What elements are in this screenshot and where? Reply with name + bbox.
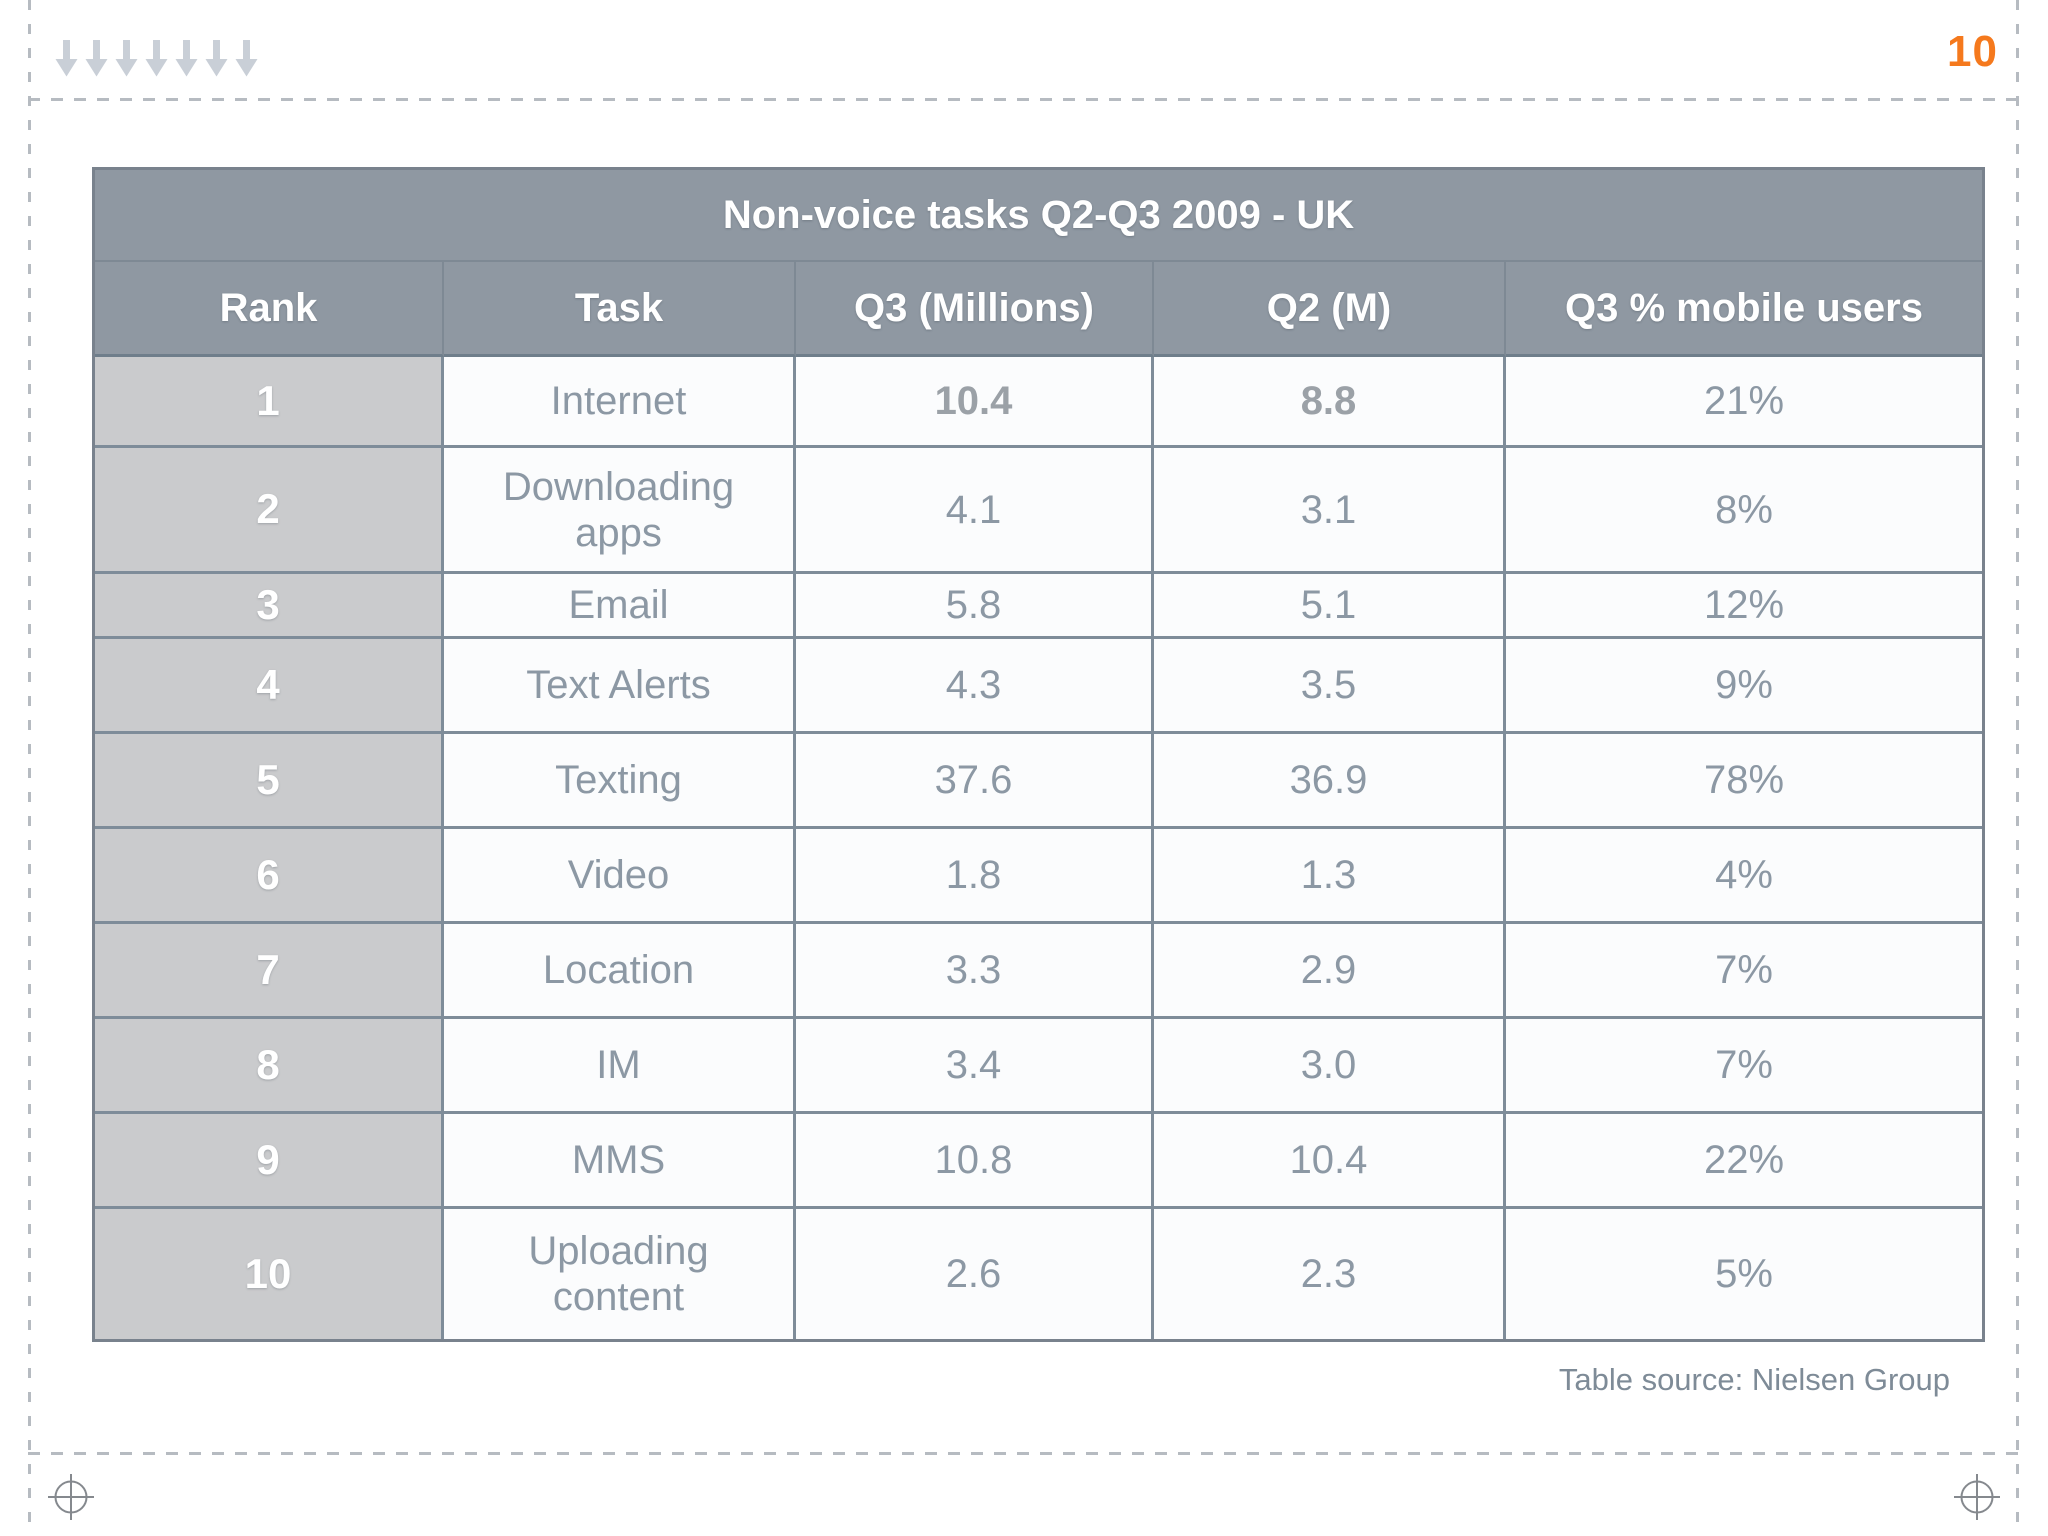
q3-cell: 4.1 [796, 448, 1154, 574]
down-arrow-icon [85, 40, 108, 77]
task-cell: MMS [444, 1114, 796, 1209]
q3-cell: 37.6 [796, 734, 1154, 829]
pct-cell: 4% [1506, 829, 1982, 924]
pct-cell: 21% [1506, 357, 1982, 448]
task-cell: Location [444, 924, 796, 1019]
q2-cell: 10.4 [1154, 1114, 1506, 1209]
q2-cell: 3.5 [1154, 639, 1506, 734]
down-arrow-icon [205, 40, 228, 77]
non-voice-tasks-table: Non-voice tasks Q2-Q3 2009 - UK Rank Task… [95, 170, 1982, 1339]
task-cell: Downloading apps [444, 448, 796, 574]
rank-cell: 10 [95, 1209, 444, 1339]
rank-cell: 7 [95, 924, 444, 1019]
down-arrow-icon [175, 40, 198, 77]
data-table: Non-voice tasks Q2-Q3 2009 - UK Rank Task… [92, 167, 1985, 1342]
q3-cell: 10.8 [796, 1114, 1154, 1209]
q3-cell: 3.3 [796, 924, 1154, 1019]
rank-cell: 2 [95, 448, 444, 574]
table-row: 8 IM 3.4 3.0 7% [95, 1019, 1982, 1114]
q2-cell: 5.1 [1154, 574, 1506, 639]
q2-cell: 36.9 [1154, 734, 1506, 829]
q2-cell: 2.9 [1154, 924, 1506, 1019]
task-cell: Uploading content [444, 1209, 796, 1339]
table-title-row: Non-voice tasks Q2-Q3 2009 - UK [95, 170, 1982, 262]
q2-cell: 8.8 [1154, 357, 1506, 448]
table-row: 5 Texting 37.6 36.9 78% [95, 734, 1982, 829]
q3-cell: 3.4 [796, 1019, 1154, 1114]
down-arrow-icon [55, 40, 78, 77]
q3-cell: 1.8 [796, 829, 1154, 924]
q3-cell: 10.4 [796, 357, 1154, 448]
q2-cell: 3.0 [1154, 1019, 1506, 1114]
rank-cell: 6 [95, 829, 444, 924]
table-row: 3 Email 5.8 5.1 12% [95, 574, 1982, 639]
pct-cell: 22% [1506, 1114, 1982, 1209]
column-header-3: Q2 (M) [1154, 262, 1506, 357]
table-source-note: Table source: Nielsen Group [1558, 1362, 1950, 1397]
registration-crosshair-icon [1954, 1474, 2000, 1520]
column-header-2: Q3 (Millions) [796, 262, 1154, 357]
column-header-1: Task [444, 262, 796, 357]
rank-cell: 1 [95, 357, 444, 448]
task-cell: Video [444, 829, 796, 924]
pct-cell: 9% [1506, 639, 1982, 734]
table-header-row: Rank Task Q3 (Millions) Q2 (M) Q3 % mobile u… [95, 262, 1982, 357]
page-number: 10 [1947, 27, 1998, 76]
table-row: 9 MMS 10.8 10.4 22% [95, 1114, 1982, 1209]
table-title: Non-voice tasks Q2-Q3 2009 - UK [95, 170, 1982, 262]
rank-cell: 5 [95, 734, 444, 829]
down-arrow-icon [115, 40, 138, 77]
rank-cell: 3 [95, 574, 444, 639]
pct-cell: 7% [1506, 924, 1982, 1019]
q2-cell: 1.3 [1154, 829, 1506, 924]
column-header-0: Rank [95, 262, 444, 357]
down-arrow-icon [235, 40, 258, 77]
pct-cell: 7% [1506, 1019, 1982, 1114]
q2-cell: 2.3 [1154, 1209, 1506, 1339]
table-row: 4 Text Alerts 4.3 3.5 9% [95, 639, 1982, 734]
task-cell: Text Alerts [444, 639, 796, 734]
table-row: 10 Uploading content 2.6 2.3 5% [95, 1209, 1982, 1339]
table-row: 2 Downloading apps 4.1 3.1 8% [95, 448, 1982, 574]
q2-cell: 3.1 [1154, 448, 1506, 574]
q3-cell: 5.8 [796, 574, 1154, 639]
dashed-rule-top [28, 98, 2018, 101]
table-row: 6 Video 1.8 1.3 4% [95, 829, 1982, 924]
rank-cell: 4 [95, 639, 444, 734]
task-cell: Email [444, 574, 796, 639]
registration-crosshair-icon [48, 1474, 94, 1520]
q3-cell: 4.3 [796, 639, 1154, 734]
dashed-border-left [28, 0, 31, 1536]
task-cell: Internet [444, 357, 796, 448]
pct-cell: 12% [1506, 574, 1982, 639]
dashed-border-right [2016, 0, 2019, 1536]
task-cell: Texting [444, 734, 796, 829]
q3-cell: 2.6 [796, 1209, 1154, 1339]
column-header-4: Q3 % mobile users [1506, 262, 1982, 357]
dashed-rule-bottom [28, 1452, 2018, 1455]
down-arrow-row [55, 40, 258, 77]
pct-cell: 5% [1506, 1209, 1982, 1339]
down-arrow-icon [145, 40, 168, 77]
table-row: 7 Location 3.3 2.9 7% [95, 924, 1982, 1019]
rank-cell: 9 [95, 1114, 444, 1209]
task-cell: IM [444, 1019, 796, 1114]
rank-cell: 8 [95, 1019, 444, 1114]
pct-cell: 78% [1506, 734, 1982, 829]
pct-cell: 8% [1506, 448, 1982, 574]
table-row: 1 Internet 10.4 8.8 21% [95, 357, 1982, 448]
